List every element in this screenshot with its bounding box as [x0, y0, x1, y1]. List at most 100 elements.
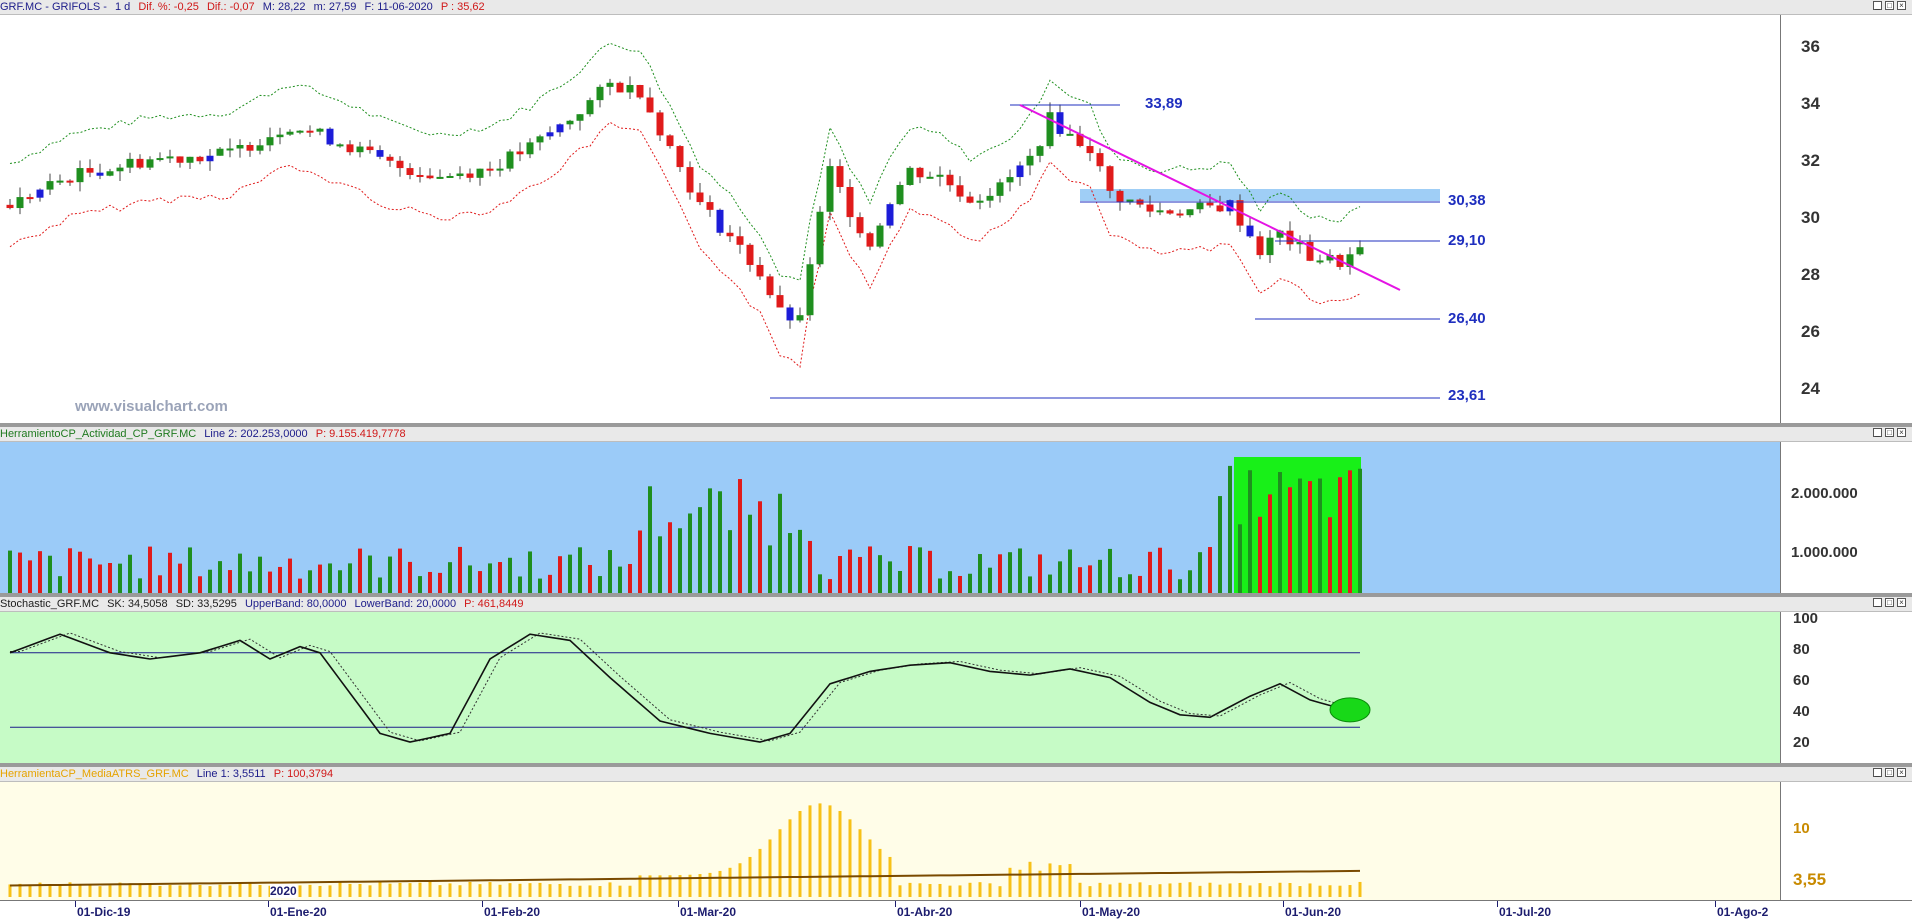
minimize-icon[interactable]: _ — [1873, 1, 1882, 10]
time-label: 01-Jun-20 — [1285, 905, 1342, 919]
activity-chart[interactable] — [0, 442, 1780, 593]
stochastic-window-controls: _ □ × — [1873, 598, 1906, 607]
atr-bar — [398, 882, 402, 897]
candle-body — [466, 173, 474, 178]
atr-bar — [878, 848, 882, 897]
close-icon[interactable]: × — [1897, 1, 1906, 10]
stochastic-panel[interactable]: Stochastic_GRF.MC SK: 34,5058 SD: 33,529… — [0, 597, 1912, 763]
activity-bar — [768, 545, 772, 593]
minimize-icon[interactable]: _ — [1873, 428, 1882, 437]
activity-bar — [28, 560, 32, 593]
price-symbol: GRF.MC - GRIFOLS - — [0, 1, 110, 13]
candle-body — [1266, 237, 1274, 256]
panel-divider[interactable] — [0, 593, 1912, 597]
candle-body — [766, 276, 774, 296]
price-panel[interactable]: GRF.MC - GRIFOLS - 1 d Dif. %: -0,25 Dif… — [0, 0, 1912, 423]
atr-bar — [1028, 861, 1032, 897]
candle-body — [576, 114, 584, 121]
activity-bar — [1248, 470, 1252, 593]
candle-body — [16, 197, 24, 209]
activity-window-controls: _ □ × — [1873, 428, 1906, 437]
atr-bar — [848, 819, 852, 897]
minimize-icon[interactable]: _ — [1873, 768, 1882, 777]
atr-bar — [1128, 883, 1132, 897]
candle-body — [156, 158, 164, 161]
activity-bar — [1038, 554, 1042, 593]
atr-bar — [728, 867, 732, 897]
candle-body — [136, 158, 144, 168]
watermark: www.visualchart.com — [75, 398, 228, 415]
minimize-icon[interactable]: _ — [1873, 598, 1882, 607]
candle-body — [696, 192, 704, 203]
maximize-icon[interactable]: □ — [1885, 768, 1894, 777]
price-date: F: 11-06-2020 — [364, 1, 433, 13]
activity-bar — [1158, 547, 1162, 593]
maximize-icon[interactable]: □ — [1885, 1, 1894, 10]
activity-bar — [1258, 516, 1262, 593]
activity-bar — [208, 569, 212, 593]
atr-bar — [618, 885, 622, 897]
candle-body — [1176, 213, 1184, 216]
atr-bar — [118, 882, 122, 897]
activity-bar — [518, 576, 522, 593]
maximize-icon[interactable]: □ — [1885, 428, 1894, 437]
candle-body — [816, 211, 824, 265]
candle-body — [1006, 177, 1014, 183]
price-axis: 36 34 32 30 28 26 24 — [1780, 15, 1912, 423]
activity-bar — [818, 574, 822, 593]
atr-bar — [448, 883, 452, 897]
atr-bar — [868, 839, 872, 897]
activity-bar — [138, 578, 142, 593]
maximize-icon[interactable]: □ — [1885, 598, 1894, 607]
candle-body — [946, 174, 954, 186]
activity-tick: 2.000.000 — [1791, 485, 1858, 502]
atr-bar — [1218, 884, 1222, 897]
panel-divider[interactable] — [0, 763, 1912, 767]
atr-bar — [1148, 885, 1152, 897]
atr-chart[interactable] — [0, 782, 1780, 900]
close-icon[interactable]: × — [1897, 598, 1906, 607]
atr-bar — [948, 885, 952, 897]
candle-body — [346, 144, 354, 153]
close-icon[interactable]: × — [1897, 768, 1906, 777]
activity-bar — [738, 479, 742, 593]
activity-panel[interactable]: HerramientoCP_Actividad_CP_GRF.MC Line 2… — [0, 427, 1912, 593]
candle-body — [266, 137, 274, 146]
atr-bar — [98, 886, 102, 897]
activity-bar — [388, 556, 392, 593]
candle-body — [126, 158, 134, 168]
activity-bar — [448, 562, 452, 593]
atr-bar — [668, 875, 672, 897]
candle-body — [1306, 242, 1314, 261]
candle-body — [926, 176, 934, 179]
activity-bar — [308, 570, 312, 593]
stochastic-chart[interactable] — [0, 612, 1780, 763]
activity-bar — [108, 563, 112, 593]
candle-body — [976, 200, 984, 203]
candle-body — [1346, 254, 1354, 267]
candle-body — [1016, 165, 1024, 178]
candle-body — [1056, 112, 1064, 134]
atr-bar — [1328, 885, 1332, 897]
activity-bar — [278, 566, 282, 593]
candle-body — [676, 146, 684, 168]
candle-body — [876, 225, 884, 247]
activity-bar — [258, 556, 262, 593]
activity-bar — [978, 554, 982, 593]
close-icon[interactable]: × — [1897, 428, 1906, 437]
activity-bar — [648, 486, 652, 593]
atr-bar — [798, 810, 802, 897]
activity-bar — [718, 491, 722, 593]
candle-body — [236, 145, 244, 149]
activity-bar — [378, 577, 382, 593]
candle-body — [1206, 202, 1214, 206]
panel-divider[interactable] — [0, 423, 1912, 427]
atr-bar — [1348, 885, 1352, 897]
price-chart[interactable] — [0, 15, 1780, 423]
atr-bar — [958, 885, 962, 897]
atr-panel[interactable]: HerramientaCP_MediaATRS_GRF.MC Line 1: 3… — [0, 767, 1912, 900]
activity-bar — [1238, 524, 1242, 593]
activity-bar — [1278, 472, 1282, 593]
activity-bar — [468, 565, 472, 593]
price-tick: 26 — [1801, 322, 1820, 341]
